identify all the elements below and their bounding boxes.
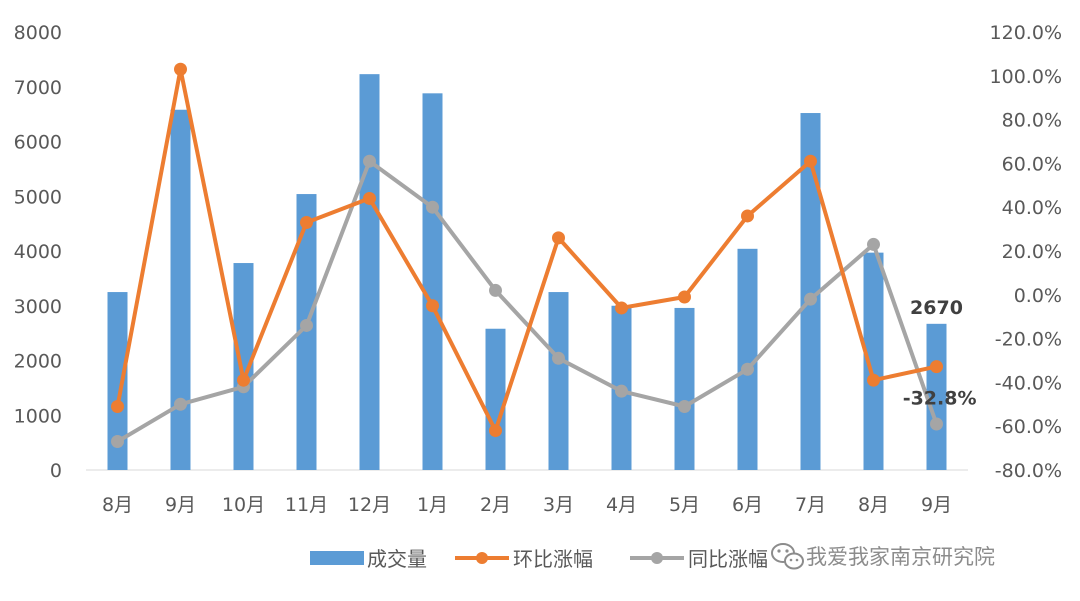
data-point	[867, 237, 880, 251]
data-point	[426, 299, 439, 313]
category-label: 10月	[222, 494, 265, 516]
bar	[422, 93, 443, 470]
bar	[485, 328, 506, 470]
legend-marker-yoy	[651, 552, 663, 564]
category-label: 12月	[348, 494, 391, 516]
data-point	[363, 154, 376, 168]
bar	[926, 323, 947, 470]
watermark-text: 我爱我家南京研究院	[806, 545, 995, 569]
data-point	[678, 290, 691, 304]
data-point	[363, 191, 376, 205]
data-point	[615, 301, 628, 315]
watermark: 我爱我家南京研究院	[771, 543, 995, 570]
bar	[800, 113, 821, 470]
bar	[548, 292, 569, 470]
data-point	[867, 373, 880, 387]
category-label: 6月	[732, 494, 763, 516]
data-point	[489, 424, 502, 438]
right-axis-tick-label: 20.0%	[1002, 241, 1062, 263]
legend-swatch-volume	[310, 551, 364, 565]
left-axis-tick-label: 1000	[14, 405, 62, 427]
data-point	[615, 384, 628, 398]
right-axis-tick-label: 40.0%	[1002, 197, 1062, 219]
left-axis-tick-label: 0	[50, 460, 62, 482]
bar	[359, 74, 380, 470]
data-point	[552, 231, 565, 245]
data-point	[489, 283, 502, 297]
data-point	[741, 209, 754, 223]
left-axis-tick-label: 8000	[14, 22, 62, 44]
series-line	[116, 159, 939, 444]
right-axis-tick-label: -80.0%	[995, 460, 1062, 482]
right-axis: -80.0% -60.0% -40.0% -20.0% 0.0% 20.0% 40.0% 60…	[990, 22, 1062, 482]
category-label: 8月	[858, 494, 889, 516]
series-line	[115, 67, 937, 433]
data-point	[300, 318, 313, 332]
category-label: 5月	[669, 494, 700, 516]
data-point	[237, 373, 250, 387]
bar	[863, 252, 884, 470]
line-series	[111, 62, 943, 449]
category-label: 4月	[606, 494, 637, 516]
data-point	[930, 360, 943, 374]
data-label: -32.8%	[903, 388, 977, 410]
data-point	[804, 292, 817, 306]
category-label: 1月	[417, 494, 448, 516]
left-axis-tick-label: 3000	[14, 296, 62, 318]
annotations: 2670 -32.8%	[903, 297, 977, 410]
bar	[296, 194, 317, 470]
category-label: 2月	[480, 494, 511, 516]
left-axis-tick-label: 7000	[14, 77, 62, 99]
left-axis: 0 1000 2000 3000 4000 5000 6000 7000 8000	[14, 22, 62, 482]
bar	[107, 292, 128, 470]
category-label: 8月	[102, 494, 133, 516]
right-axis-tick-label: -40.0%	[995, 372, 1062, 394]
left-axis-tick-label: 2000	[14, 351, 62, 373]
category-label: 7月	[795, 494, 826, 516]
right-axis-tick-label: -60.0%	[995, 416, 1062, 438]
right-axis-tick-label: 60.0%	[1002, 153, 1062, 175]
data-point	[300, 216, 313, 230]
wechat-icon	[771, 543, 804, 570]
category-label: 11月	[285, 494, 328, 516]
right-axis-tick-label: 120.0%	[990, 22, 1062, 44]
bar	[737, 248, 758, 470]
left-axis-tick-label: 4000	[14, 241, 62, 263]
category-label: 9月	[921, 494, 952, 516]
data-point	[111, 435, 124, 449]
bar	[233, 263, 254, 470]
legend-label-yoy: 同比涨幅	[688, 547, 768, 571]
category-axis: 8月 9月 10月 11月 12月 1月 2月 3月 4月 5月 6月 7月 8月 9月	[102, 494, 952, 516]
bar-series	[107, 74, 947, 471]
data-point	[426, 200, 439, 214]
right-axis-tick-label: 0.0%	[1014, 285, 1062, 307]
data-point	[804, 154, 817, 168]
data-point	[678, 399, 691, 413]
data-point	[930, 417, 943, 431]
data-point	[111, 399, 124, 413]
right-axis-tick-label: 100.0%	[990, 66, 1062, 88]
left-axis-tick-label: 6000	[14, 132, 62, 154]
data-point	[174, 397, 187, 411]
right-axis-tick-label: -20.0%	[995, 329, 1062, 351]
legend-label-mom: 环比涨幅	[513, 547, 593, 571]
category-label: 3月	[543, 494, 574, 516]
legend-label-volume: 成交量	[367, 547, 427, 571]
legend-marker-mom	[476, 552, 488, 564]
data-point	[552, 351, 565, 365]
data-label: 2670	[910, 297, 963, 319]
left-axis-tick-label: 5000	[14, 186, 62, 208]
data-point	[741, 362, 754, 376]
bar	[170, 109, 191, 471]
right-axis-tick-label: 80.0%	[1002, 110, 1062, 132]
legend: 成交量 环比涨幅 同比涨幅	[310, 547, 768, 571]
data-point	[174, 62, 187, 76]
bar	[674, 307, 695, 470]
category-label: 9月	[165, 494, 196, 516]
